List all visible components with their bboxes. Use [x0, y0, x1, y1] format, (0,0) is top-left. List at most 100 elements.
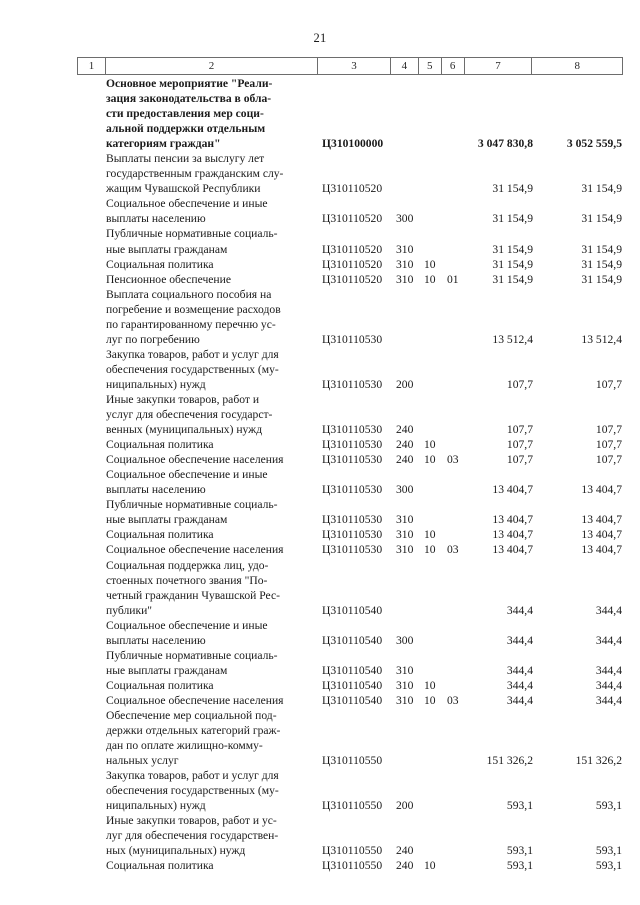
table-row: Основное мероприятие "Реали- зация закон…: [77, 76, 623, 151]
row-section-code: 10: [424, 543, 436, 557]
row-amount-year-2: 344,4: [595, 603, 622, 617]
row-target-code: Ц310110540: [322, 663, 383, 677]
row-target-code: Ц310110530: [322, 423, 383, 437]
row-amount-year-1: 31 154,9: [492, 212, 533, 226]
row-amount-year-1: 31 154,9: [492, 257, 533, 271]
row-expense-type-code: 240: [396, 859, 414, 873]
row-description: Обеспечение мер социальной под- держки о…: [106, 708, 281, 768]
table-row: Социальное обеспечение и иные выплаты на…: [77, 618, 623, 648]
row-amount-year-2: 13 404,7: [581, 513, 622, 527]
row-target-code: Ц310110550: [322, 799, 383, 813]
row-expense-type-code: 310: [396, 528, 414, 542]
column-header-3: 3: [318, 58, 391, 74]
row-expense-type-code: 200: [396, 799, 414, 813]
row-description: Социальная поддержка лиц, удо- стоенных …: [106, 558, 280, 617]
row-amount-year-2: 344,4: [595, 693, 622, 707]
row-target-code: Ц310100000: [322, 137, 384, 151]
row-target-code: Ц310110530: [322, 453, 383, 467]
row-amount-year-1: 107,7: [506, 438, 533, 452]
table-row: Социальная политика Ц310110550 240 10 593,1 5…: [77, 858, 623, 873]
column-header-5: 5: [419, 58, 442, 74]
row-description: Социальная политика: [106, 257, 214, 271]
row-amount-year-1: 13 404,7: [492, 528, 533, 542]
row-amount-year-1: 107,7: [506, 377, 533, 391]
row-target-code: Ц310110530: [322, 438, 383, 452]
table-row: Закупка товаров, работ и услуг для обесп…: [77, 347, 623, 392]
row-amount-year-2: 151 326,2: [575, 754, 622, 768]
row-target-code: Ц310110520: [322, 242, 383, 256]
row-description: Социальная политика: [106, 438, 214, 452]
row-section-code: 10: [424, 272, 436, 286]
row-description: Социальное обеспечение населения: [106, 453, 284, 467]
row-expense-type-code: 310: [396, 663, 414, 677]
row-section-code: 10: [424, 678, 436, 692]
row-section-code: 10: [424, 693, 436, 707]
row-description: Социальное обеспечение и иные выплаты на…: [106, 468, 268, 497]
table-row: Иные закупки товаров, работ и услуг для …: [77, 392, 623, 437]
row-description: Социальное обеспечение населения: [106, 543, 284, 557]
row-section-code: 10: [424, 438, 436, 452]
row-amount-year-2: 31 154,9: [581, 182, 622, 196]
table-row: Социальная политика Ц310110530 310 10 13 404…: [77, 527, 623, 542]
row-amount-year-2: 31 154,9: [581, 272, 622, 286]
row-expense-type-code: 310: [396, 272, 414, 286]
column-header-7: 7: [465, 58, 533, 74]
row-amount-year-2: 107,7: [595, 438, 622, 452]
row-target-code: Ц310110520: [322, 182, 383, 196]
row-description: Социальная политика: [106, 678, 214, 692]
table-row: Публичные нормативные социаль- ные выпла…: [77, 226, 623, 256]
row-amount-year-1: 151 326,2: [486, 754, 533, 768]
budget-appropriations-table-body: Основное мероприятие "Реали- зация закон…: [77, 76, 623, 874]
row-target-code: Ц310110520: [322, 272, 383, 286]
table-row: Социальное обеспечение населения Ц3101105…: [77, 693, 623, 708]
row-target-code: Ц310110530: [322, 377, 383, 391]
row-expense-type-code: 310: [396, 543, 414, 557]
row-amount-year-2: 3 052 559,5: [566, 137, 622, 151]
column-header-2: 2: [106, 58, 319, 74]
row-expense-type-code: 240: [396, 423, 414, 437]
row-subsection-code: 03: [447, 453, 459, 467]
row-amount-year-1: 107,7: [506, 453, 533, 467]
table-row: Социальная поддержка лиц, удо- стоенных …: [77, 558, 623, 618]
row-description: Иные закупки товаров, работ и ус- луг дл…: [106, 814, 279, 858]
row-description: Публичные нормативные социаль- ные выпла…: [106, 227, 278, 256]
row-amount-year-1: 13 404,7: [492, 513, 533, 527]
table-row: Социальное обеспечение населения Ц3101105…: [77, 452, 623, 467]
column-header-4: 4: [391, 58, 419, 74]
table-row: Иные закупки товаров, работ и ус- луг дл…: [77, 813, 623, 858]
row-target-code: Ц310110530: [322, 332, 383, 346]
row-target-code: Ц310110550: [322, 754, 383, 768]
row-amount-year-1: 593,1: [506, 844, 533, 858]
table-row: Социальная политика Ц310110530 240 10 107,7 1…: [77, 437, 623, 452]
row-expense-type-code: 240: [396, 453, 414, 467]
row-amount-year-1: 344,4: [506, 693, 533, 707]
row-target-code: Ц310110520: [322, 257, 383, 271]
row-expense-type-code: 300: [396, 633, 414, 647]
row-target-code: Ц310110540: [322, 678, 383, 692]
row-description: Социальная политика: [106, 859, 214, 873]
row-target-code: Ц310110540: [322, 633, 383, 647]
row-description: Социальная политика: [106, 528, 214, 542]
column-header-8: 8: [574, 59, 580, 72]
row-amount-year-1: 13 404,7: [492, 543, 533, 557]
row-target-code: Ц310110540: [322, 603, 383, 617]
row-amount-year-2: 593,1: [595, 844, 622, 858]
table-column-header-row: 1 2 3 4 5 6 7 8: [77, 57, 623, 75]
row-expense-type-code: 240: [396, 438, 414, 452]
table-row: Социальное обеспечение населения Ц3101105…: [77, 542, 623, 557]
row-section-code: 10: [424, 859, 436, 873]
row-target-code: Ц310110530: [322, 528, 383, 542]
row-subsection-code: 03: [447, 543, 459, 557]
column-header-1: 1: [78, 58, 106, 74]
table-row: Выплаты пенсии за выслугу лет государств…: [77, 151, 623, 196]
row-target-code: Ц310110540: [322, 693, 383, 707]
row-target-code: Ц310110530: [322, 483, 383, 497]
row-amount-year-2: 344,4: [595, 678, 622, 692]
row-amount-year-1: 344,4: [506, 663, 533, 677]
row-expense-type-code: 310: [396, 678, 414, 692]
row-amount-year-2: 31 154,9: [581, 242, 622, 256]
row-description: Пенсионное обеспечение: [106, 272, 231, 286]
row-amount-year-1: 107,7: [506, 423, 533, 437]
row-amount-year-2: 31 154,9: [581, 212, 622, 226]
row-expense-type-code: 300: [396, 483, 414, 497]
